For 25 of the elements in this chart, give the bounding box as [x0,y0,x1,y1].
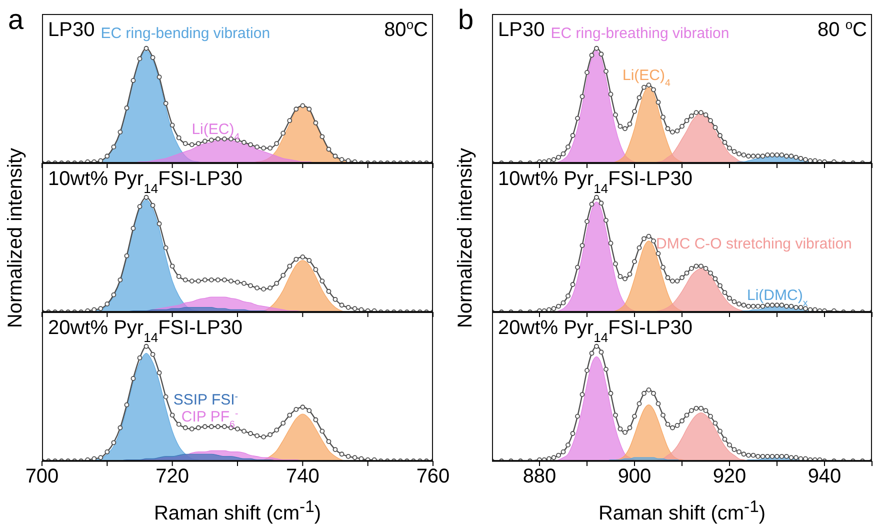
chart-title: 20wt% Pyr$_{14}$FSI-LP30 [498,317,693,344]
chart-title: 10wt% Pyr$_{14}$FSI-LP30 [48,168,243,196]
chart-title: LP30 [48,19,95,41]
chart-title: 20wt% Pyr$_{14}$FSI-LP30 [48,317,243,344]
chart-title: LP30 [498,19,545,41]
x-tick-label: 740 [286,466,320,488]
y-axis-title: Normalized intensity [4,147,28,328]
x-axis-title: Raman shift (cm$^{-1}$) [154,497,322,526]
x-tick-label: 880 [522,466,556,488]
text: EC ring-bending vibration [100,25,270,42]
x-tick-label: 720 [156,466,190,488]
text: EC ring-breathing vibration [550,25,730,42]
x-tick-label: 760 [416,466,450,488]
text: b [458,4,474,36]
text: a [8,4,24,36]
y-axis-title: Normalized intensity [454,147,478,328]
text: 80$^{o}$C [384,16,428,41]
x-tick-label: 700 [25,466,59,488]
x-axis-title: Raman shift (cm$^{-1}$) [598,497,766,526]
x-tick-label: 920 [712,466,746,488]
text: SSIP FSI$^{-}$ [173,391,238,409]
x-tick-label: 940 [808,466,842,488]
text: 80 $^{o}$C [818,16,867,41]
chart-title: 10wt% Pyr$_{14}$FSI-LP30 [498,168,693,196]
x-tick-label: 900 [618,466,652,488]
